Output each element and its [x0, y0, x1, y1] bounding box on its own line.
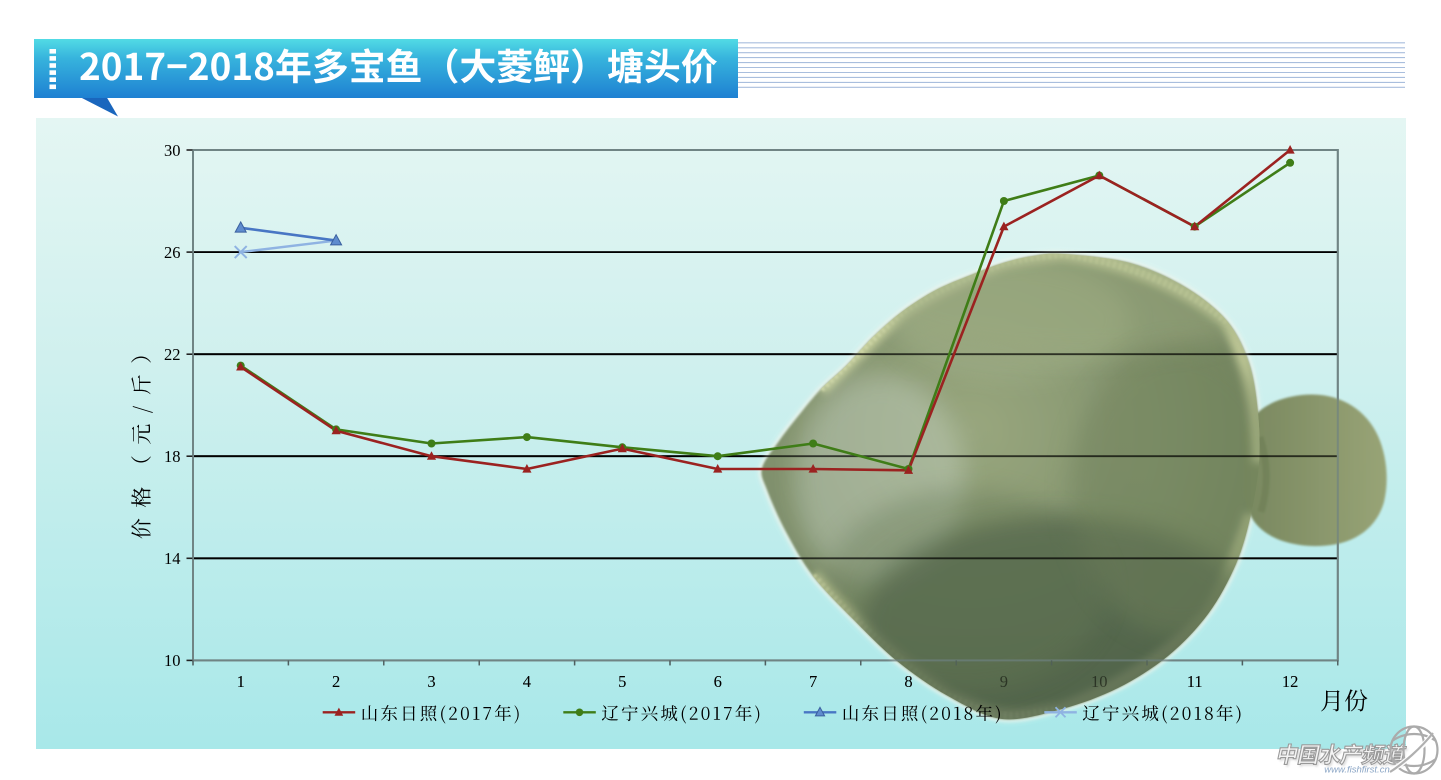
- svg-text:3: 3: [427, 672, 435, 691]
- svg-text:30: 30: [164, 141, 181, 160]
- svg-text:11: 11: [1187, 672, 1203, 691]
- svg-text:12: 12: [1282, 672, 1299, 691]
- svg-text:1: 1: [237, 672, 245, 691]
- svg-text:14: 14: [164, 549, 181, 568]
- svg-text:www.fishfirst.cn: www.fishfirst.cn: [1324, 765, 1389, 776]
- svg-text:8: 8: [904, 672, 912, 691]
- svg-text:6: 6: [714, 672, 722, 691]
- svg-text:3: 3: [427, 672, 435, 691]
- svg-text:7: 7: [809, 672, 817, 691]
- svg-text:4: 4: [523, 672, 531, 691]
- svg-text:26: 26: [164, 243, 181, 262]
- svg-text:10: 10: [164, 651, 181, 670]
- svg-text:8: 8: [904, 672, 912, 691]
- svg-text:5: 5: [618, 672, 626, 691]
- svg-text:6: 6: [714, 672, 722, 691]
- svg-text:7: 7: [809, 672, 817, 691]
- svg-text:18: 18: [164, 447, 181, 466]
- svg-text:1: 1: [237, 672, 245, 691]
- svg-text:9: 9: [1000, 672, 1008, 691]
- svg-text:5: 5: [618, 672, 626, 691]
- svg-text:2: 2: [332, 672, 340, 691]
- svg-text:10: 10: [1091, 672, 1108, 691]
- svg-text:22: 22: [164, 345, 181, 364]
- svg-text:4: 4: [523, 672, 531, 691]
- svg-text:12: 12: [1282, 672, 1299, 691]
- svg-text:11: 11: [1187, 672, 1203, 691]
- svg-text:2: 2: [332, 672, 340, 691]
